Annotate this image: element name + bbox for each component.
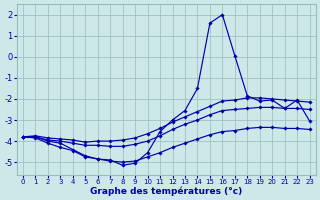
X-axis label: Graphe des températures (°c): Graphe des températures (°c): [90, 186, 242, 196]
